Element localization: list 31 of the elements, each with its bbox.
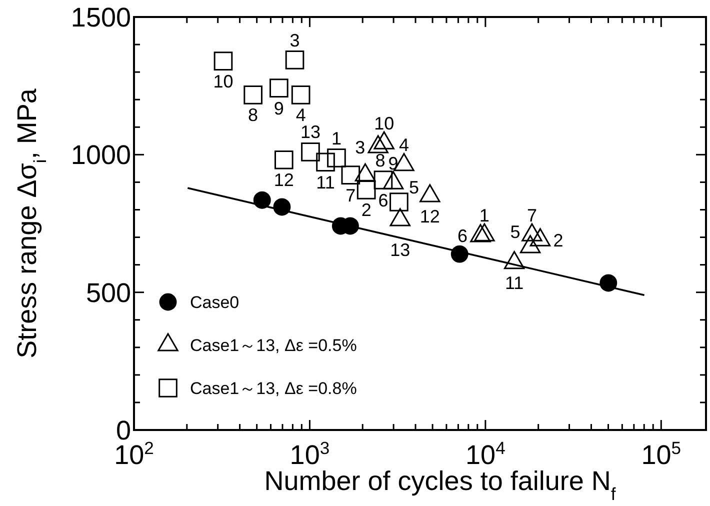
annotation: 12: [420, 206, 440, 226]
y-tick-label: 1000: [70, 140, 131, 170]
legend-label: Case0: [190, 292, 240, 312]
annotation: 5: [510, 222, 520, 242]
annotation: 4: [398, 135, 410, 156]
annotation: 6: [457, 226, 468, 246]
y-tick-label: 0: [116, 415, 131, 446]
annotation: 2: [553, 230, 564, 250]
annotation: 12: [274, 170, 294, 190]
y-tick-label: 1500: [70, 2, 131, 32]
legend-label: Case1～13, Δε =0.5%: [190, 336, 357, 355]
annotation: 13: [390, 240, 410, 260]
annotation: 6: [378, 190, 388, 210]
annotation: 3: [290, 30, 300, 50]
annotation: 11: [316, 172, 335, 192]
annotation: 5: [408, 177, 419, 198]
annotation: 8: [375, 150, 386, 170]
annotation: 9: [274, 98, 284, 118]
annotation: 1: [331, 128, 342, 148]
annotation: 11: [504, 273, 524, 294]
legend-label: Case1～13, Δε =0.8%: [190, 378, 357, 398]
annotation: 2: [361, 200, 372, 220]
annotation: 7: [346, 185, 356, 206]
annotation: 1: [479, 205, 490, 226]
annotation: 8: [248, 105, 258, 126]
annotation: 10: [213, 71, 234, 92]
y-tick-label: 500: [86, 278, 131, 308]
x-tick-label: 10$^{5}$: [641, 438, 682, 470]
annotation: 10: [374, 113, 394, 134]
annotation: 7: [526, 205, 537, 226]
annotation: 3: [355, 137, 366, 158]
